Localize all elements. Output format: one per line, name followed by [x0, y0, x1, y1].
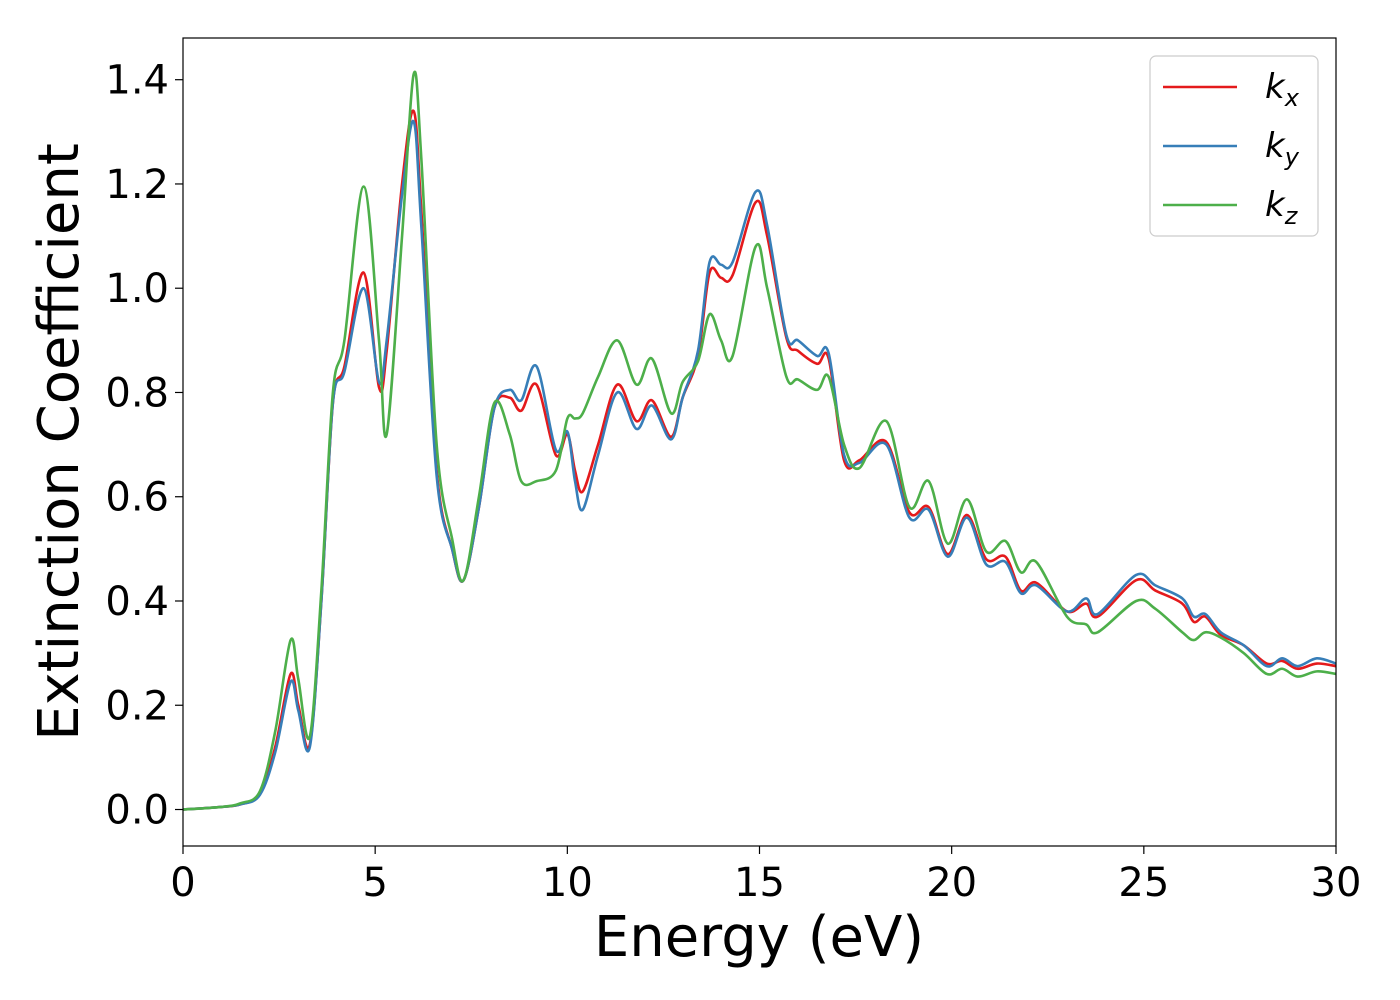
x-tick-label: 30: [1311, 860, 1362, 906]
x-tick-label: 5: [362, 860, 387, 906]
y-tick-label: 1.4: [105, 58, 169, 104]
series-line-ky: [183, 119, 1336, 811]
x-tick-label: 10: [542, 860, 593, 906]
x-tick-label: 25: [1118, 860, 1169, 906]
y-tick-label: 0.6: [105, 475, 169, 521]
legend: kx ky kz: [1149, 55, 1319, 237]
y-tick-label: 0.4: [105, 579, 169, 625]
legend-label-kz: kz: [1265, 185, 1299, 230]
legend-label-ky: ky: [1265, 126, 1300, 171]
y-tick-label: 1.0: [105, 266, 169, 312]
y-tick-label: 0.2: [105, 683, 169, 729]
y-tick-label: 0.0: [105, 788, 169, 834]
series-layer: [183, 70, 1336, 811]
x-tick-label: 15: [734, 860, 785, 906]
y-tick-label: 0.8: [105, 370, 169, 416]
x-tick-label: 20: [926, 860, 977, 906]
x-tick-label: 0: [170, 860, 195, 906]
series-line-kz: [183, 70, 1336, 811]
legend-entries: kx ky kz: [1163, 67, 1300, 230]
legend-label-kx: kx: [1265, 67, 1300, 112]
y-tick-label: 1.2: [105, 162, 169, 208]
y-axis-label: Extinction Coefficient: [27, 143, 92, 741]
x-axis-label: Energy (eV): [594, 905, 924, 970]
ticks-layer: 0 5 10 15 20 25 30 0.0 0.2 0.4 0.6 0.8 1.0 1.2 1.4: [105, 58, 1361, 906]
